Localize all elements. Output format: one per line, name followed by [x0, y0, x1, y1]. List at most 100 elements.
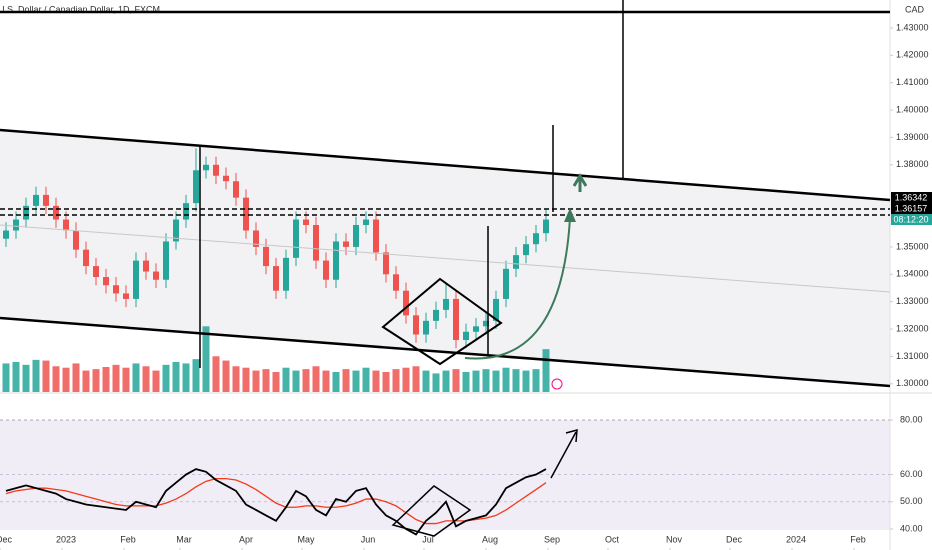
- volume-bar: [282, 367, 290, 392]
- candle-body: [443, 298, 449, 310]
- price-tag-text: 1.36342: [895, 192, 928, 202]
- volume-bar: [122, 367, 130, 392]
- x-tick-label: Jun: [361, 534, 376, 544]
- volume-bar: [492, 370, 500, 392]
- x-tick-label: Dec: [0, 534, 12, 544]
- candle-body: [533, 233, 539, 245]
- volume-bar: [342, 369, 350, 392]
- candle-body: [543, 219, 549, 234]
- candle-body: [213, 164, 219, 176]
- x-tick-label: Feb: [120, 534, 136, 544]
- candle-body: [143, 260, 149, 272]
- volume-bar: [472, 370, 480, 392]
- rsi-tick-label: 60.00: [900, 469, 923, 479]
- event-icon: [551, 378, 563, 390]
- candle-body: [363, 219, 369, 226]
- volume-bar: [302, 369, 310, 392]
- x-tick-label: 2023: [56, 534, 76, 544]
- price-tag: [891, 203, 932, 214]
- candle-body: [483, 320, 489, 327]
- volume-bar: [362, 367, 370, 392]
- candle-body: [393, 274, 399, 291]
- candle-body: [23, 205, 29, 220]
- candle-body: [43, 194, 49, 206]
- volume-bar: [292, 370, 300, 392]
- volume-bar: [32, 359, 40, 392]
- volume-bar: [232, 366, 240, 392]
- rsi-line: [5, 468, 547, 536]
- volume-bar: [392, 369, 400, 392]
- price-tag: [891, 192, 932, 203]
- rsi-tick-label: 80.00: [900, 414, 923, 424]
- candle-body: [263, 246, 269, 267]
- volume-bar: [112, 364, 120, 392]
- volume-bar: [352, 370, 360, 392]
- x-tick-label: Sep: [544, 534, 560, 544]
- volume-bar: [172, 362, 180, 392]
- diamond-pattern: [381, 277, 503, 366]
- candle-body: [183, 203, 189, 220]
- volume-bar: [202, 326, 210, 392]
- volume-bar: [432, 373, 440, 392]
- candle-body: [323, 260, 329, 280]
- y-tick-label: 1.33000: [896, 296, 929, 306]
- candle-body: [223, 175, 229, 182]
- volume-bar: [322, 370, 330, 392]
- candle-body: [343, 241, 349, 247]
- y-tick-label: 1.30000: [896, 378, 929, 388]
- rsi-arrow: [550, 428, 578, 479]
- candle-body: [83, 249, 89, 267]
- candle-body: [93, 266, 99, 278]
- volume-bar: [522, 370, 530, 392]
- candle-body: [293, 219, 299, 258]
- volume-bar: [2, 363, 10, 392]
- volume-bar: [332, 372, 340, 392]
- volume-bar: [502, 367, 510, 392]
- candle-body: [383, 252, 389, 275]
- x-tick-label: Oct: [605, 534, 620, 544]
- volume-bar: [532, 369, 540, 392]
- volume-bar: [542, 349, 550, 392]
- y-tick-label: 1.35000: [896, 241, 929, 251]
- candle-body: [493, 298, 499, 321]
- x-tick-label: Apr: [239, 534, 253, 544]
- x-tick-label: May: [297, 534, 315, 544]
- volume-bar: [72, 363, 80, 392]
- candle-body: [413, 315, 419, 335]
- x-tick-label: Nov: [666, 534, 683, 544]
- y-tick-label: 1.39000: [896, 132, 929, 142]
- volume-bar: [462, 372, 470, 392]
- candle-body: [403, 290, 409, 316]
- volume-bar: [52, 366, 60, 392]
- candle-body: [103, 277, 109, 286]
- volume-bar: [252, 370, 260, 392]
- candle-body: [463, 331, 469, 340]
- candle-body: [243, 197, 249, 231]
- candle-body: [73, 230, 79, 250]
- volume-bar: [272, 372, 280, 392]
- candle-body: [523, 244, 529, 256]
- candle-body: [283, 257, 289, 291]
- candle-body: [423, 320, 429, 335]
- y-tick-label: 1.32000: [896, 323, 929, 333]
- y-tick-label: 1.42000: [896, 50, 929, 60]
- candle-body: [473, 326, 479, 332]
- rsi-tick-label: 50.00: [900, 496, 923, 506]
- candle-body: [453, 298, 459, 340]
- rsi-tick-label: 40.00: [900, 523, 923, 533]
- x-tick-label: Mar: [176, 534, 192, 544]
- x-tick-label: 2024: [786, 534, 806, 544]
- up-arrow: [572, 173, 588, 192]
- candle-body: [13, 219, 19, 231]
- candle-body: [203, 164, 209, 171]
- candle-body: [333, 241, 339, 280]
- candle-body: [173, 219, 179, 242]
- volume-bar: [82, 370, 90, 392]
- volume-bar: [412, 366, 420, 392]
- drawings: [0, 0, 891, 537]
- volume-bar: [372, 370, 380, 392]
- volume-bar: [152, 370, 160, 392]
- volume-bar: [242, 367, 250, 392]
- volume-bar: [422, 370, 430, 392]
- candle-body: [503, 268, 509, 299]
